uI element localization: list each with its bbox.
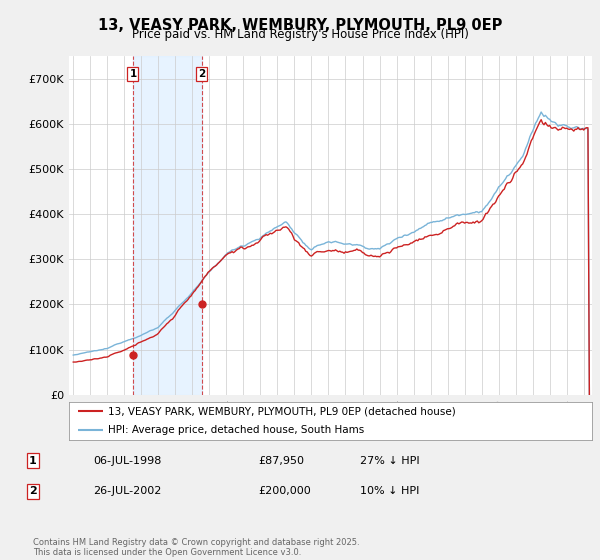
- Bar: [133, 56, 202, 395]
- Text: 13, VEASY PARK, WEMBURY, PLYMOUTH, PL9 0EP (detached house): 13, VEASY PARK, WEMBURY, PLYMOUTH, PL9 0…: [108, 407, 456, 417]
- Text: 1: 1: [29, 456, 37, 465]
- Text: HPI: Average price, detached house, South Hams: HPI: Average price, detached house, Sout…: [108, 424, 364, 435]
- Text: 06-JUL-1998: 06-JUL-1998: [93, 456, 161, 465]
- Text: Contains HM Land Registry data © Crown copyright and database right 2025.
This d: Contains HM Land Registry data © Crown c…: [33, 538, 359, 557]
- Text: 13, VEASY PARK, WEMBURY, PLYMOUTH, PL9 0EP: 13, VEASY PARK, WEMBURY, PLYMOUTH, PL9 0…: [98, 18, 502, 33]
- Text: 2: 2: [29, 487, 37, 496]
- Text: 26-JUL-2002: 26-JUL-2002: [93, 487, 161, 496]
- Text: 10% ↓ HPI: 10% ↓ HPI: [360, 487, 419, 496]
- Text: 27% ↓ HPI: 27% ↓ HPI: [360, 456, 419, 465]
- Text: 2: 2: [198, 69, 206, 79]
- Text: Price paid vs. HM Land Registry's House Price Index (HPI): Price paid vs. HM Land Registry's House …: [131, 28, 469, 41]
- Text: 1: 1: [130, 69, 137, 79]
- Text: £200,000: £200,000: [258, 487, 311, 496]
- Text: £87,950: £87,950: [258, 456, 304, 465]
